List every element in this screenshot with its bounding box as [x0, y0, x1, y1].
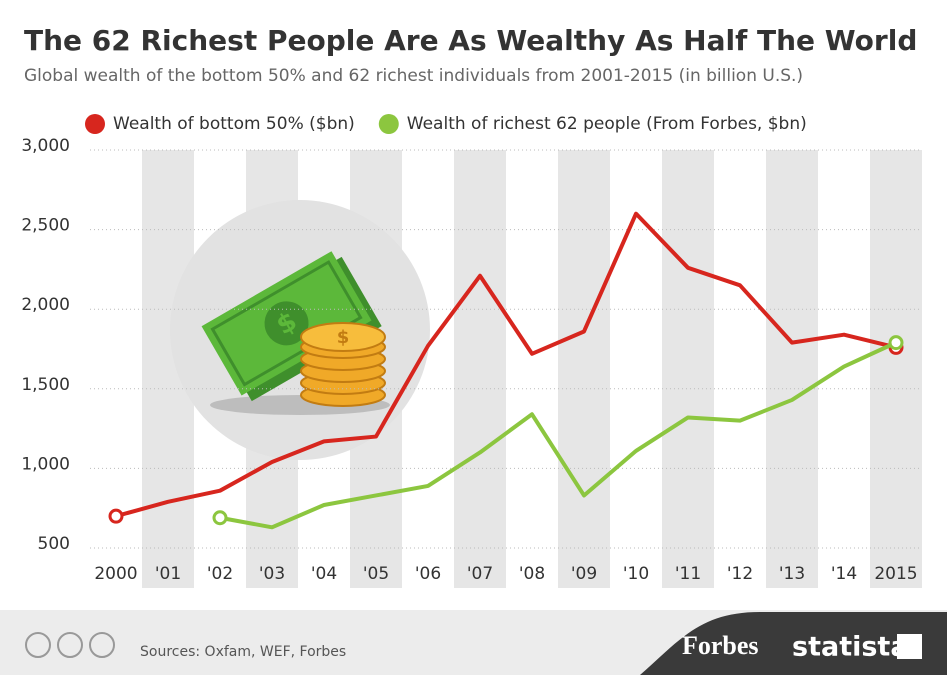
series-line [115, 211, 897, 519]
column-band [454, 150, 506, 588]
statista-logo [897, 634, 922, 659]
y-tick-label: 500 [38, 534, 70, 554]
legend-label: Wealth of richest 62 people (From Forbes… [407, 114, 807, 134]
x-tick-label: 2000 [94, 564, 137, 584]
legend-swatch [85, 114, 105, 134]
x-tick-label: '03 [259, 564, 285, 584]
x-tick-label: 2015 [874, 564, 917, 584]
column-band [870, 150, 922, 588]
x-tick-label: '06 [415, 564, 441, 584]
y-tick-label: 3,000 [21, 136, 70, 156]
svg-text:$: $ [337, 327, 350, 348]
y-tick-label: 1,500 [21, 375, 70, 395]
x-tick-label: '12 [727, 564, 753, 584]
column-band [766, 150, 818, 588]
x-tick-label: '11 [675, 564, 701, 584]
y-tick-label: 1,000 [21, 454, 70, 474]
footer-brand-band [640, 612, 947, 675]
plot: 500 1,000 1,500 2,000 2,500 3,000 2000 '01 '02 '0… [21, 114, 922, 584]
x-tick-label: '10 [623, 564, 649, 584]
column-bands [142, 150, 922, 588]
x-tick-label: '08 [519, 564, 545, 584]
endpoint-marker [108, 508, 124, 524]
y-tick-label: 2,000 [21, 295, 70, 315]
legend-swatch [378, 114, 399, 134]
money-illustration: $ $ [170, 200, 430, 460]
license-icons [25, 632, 115, 658]
column-band [558, 150, 610, 588]
x-tick-label: '05 [363, 564, 389, 584]
x-tick-label: '01 [155, 564, 181, 584]
x-tick-label: '09 [571, 564, 597, 584]
x-tick-label: '02 [207, 564, 233, 584]
series-line [219, 340, 897, 530]
column-band [662, 150, 714, 588]
chart-title: The 62 Richest People Are As Wealthy As … [24, 24, 917, 57]
x-tick-label: '07 [467, 564, 493, 584]
x-tick-label: '14 [831, 564, 857, 584]
endpoint-marker [888, 335, 904, 351]
x-tick-label: '13 [779, 564, 805, 584]
endpoint-marker [212, 510, 228, 526]
brand-statista: statista [792, 632, 909, 663]
brand-forbes: Forbes [682, 631, 759, 660]
source-note: Sources: Oxfam, WEF, Forbes [140, 644, 346, 660]
x-tick-label: '04 [311, 564, 337, 584]
legend-label: Wealth of bottom 50% ($bn) [113, 114, 355, 134]
y-tick-label: 2,500 [21, 216, 70, 236]
chart-subtitle: Global wealth of the bottom 50% and 62 r… [24, 66, 803, 86]
